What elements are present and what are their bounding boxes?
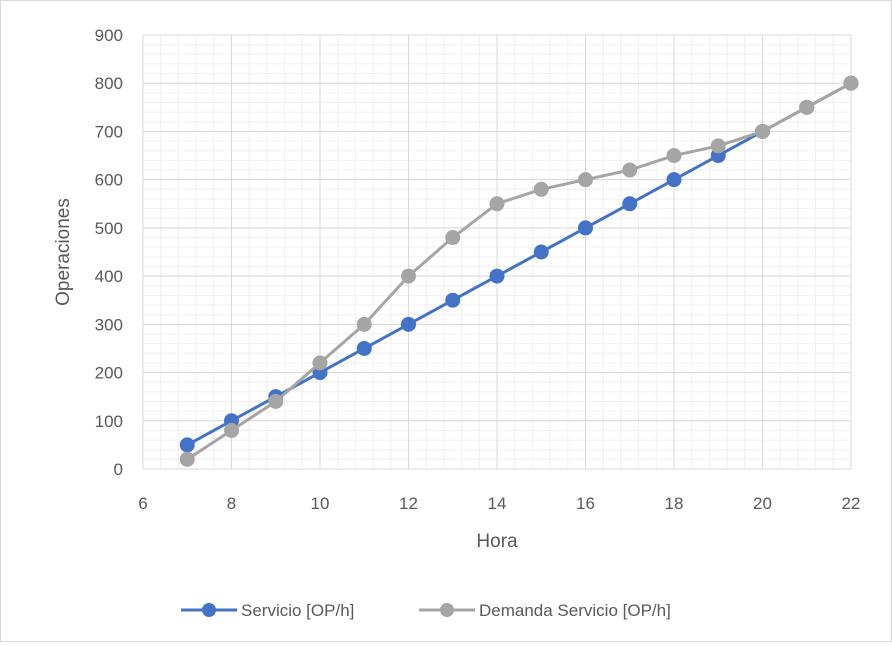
x-tick-label: 6: [138, 494, 147, 513]
x-tick-label: 22: [842, 494, 861, 513]
series-2-point: [356, 316, 372, 332]
series-2-point: [578, 172, 593, 188]
series-2-point: [401, 268, 416, 284]
y-tick-label: 500: [95, 219, 123, 238]
series-2-point: [710, 138, 726, 154]
y-tick-label: 800: [95, 74, 123, 93]
y-axis-label: Operaciones: [53, 198, 74, 306]
x-tick-label: 10: [311, 494, 330, 513]
series-1-point: [179, 437, 195, 453]
legend-marker-1: [202, 603, 216, 617]
series-2-point: [224, 422, 239, 438]
series-1-point: [533, 244, 549, 260]
series-line-2: [186, 81, 852, 461]
x-axis-tick-labels: 6 8 10 12 14 16 18 20 22: [138, 494, 860, 513]
series-1-point: [356, 340, 372, 356]
y-tick-label: 0: [114, 460, 123, 479]
series-2-point: [312, 355, 328, 371]
x-tick-label: 20: [753, 494, 772, 513]
y-tick-label: 700: [95, 122, 123, 141]
series-2-point: [445, 230, 461, 246]
series-2-point: [755, 123, 770, 139]
series-1-point: [445, 292, 461, 308]
y-tick-label: 400: [95, 267, 123, 286]
series-1-point: [622, 196, 638, 212]
x-tick-label: 16: [576, 494, 595, 513]
legend-label-1: Servicio [OP/h]: [241, 601, 354, 620]
series-2-point: [489, 196, 505, 212]
series-2-point: [799, 99, 815, 115]
y-axis-tick-labels: 0 100 200 300 400 500 600 700 800 900: [95, 26, 123, 479]
x-axis-label: Hora: [476, 531, 518, 552]
x-tick-label: 12: [399, 494, 418, 513]
series-2-point: [533, 181, 549, 197]
legend-marker-2: [440, 603, 454, 617]
series-2-point: [843, 75, 859, 91]
x-tick-label: 18: [665, 494, 684, 513]
series-2-point: [268, 393, 284, 409]
series-1-point: [578, 220, 593, 236]
series-1-point: [401, 316, 416, 332]
y-tick-label: 300: [95, 315, 123, 334]
y-tick-label: 600: [95, 171, 123, 190]
series-2-point: [622, 162, 638, 178]
legend-label-2: Demanda Servicio [OP/h]: [479, 601, 671, 620]
x-tick-label: 8: [227, 494, 236, 513]
legend: Servicio [OP/h] Demanda Servicio [OP/h]: [181, 601, 671, 620]
series-layer: [179, 75, 859, 467]
series-1-point: [489, 268, 505, 284]
y-tick-label: 200: [95, 364, 123, 383]
series-2-point: [179, 451, 195, 467]
series-2-point: [666, 148, 682, 164]
x-tick-label: 14: [488, 494, 507, 513]
y-tick-label: 900: [95, 26, 123, 45]
y-tick-label: 100: [95, 412, 123, 431]
series-1-point: [666, 172, 682, 188]
series-line-1: [186, 81, 852, 447]
